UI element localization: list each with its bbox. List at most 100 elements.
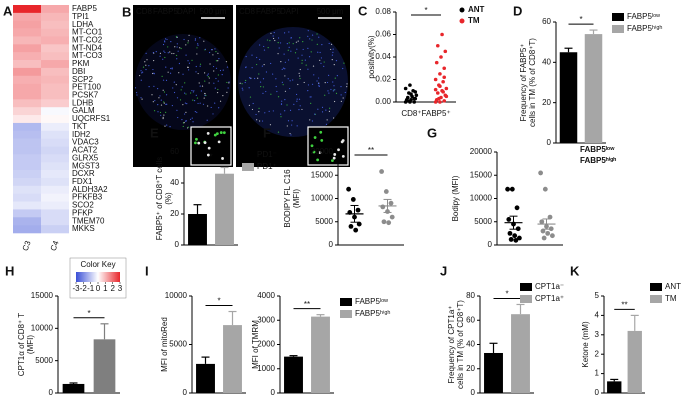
cell-dot [189, 118, 192, 120]
cell-dot [154, 100, 156, 102]
cell-dot [191, 89, 193, 92]
cell-dot [273, 31, 275, 34]
row-label: MT-ND4 [72, 43, 102, 52]
cell-dot [311, 39, 313, 41]
row-label: PKM [72, 59, 90, 68]
cell-dot [307, 90, 309, 92]
data-point [442, 99, 447, 103]
cell-dot [186, 127, 189, 129]
cell-dot [185, 120, 188, 122]
cell-dot [252, 102, 254, 105]
cell-dot [187, 126, 189, 128]
row-label: LDHA [72, 20, 94, 29]
cell-dot [260, 86, 262, 88]
heatmap-cell [41, 83, 69, 92]
cell-dot [141, 98, 143, 100]
cell-dot [207, 105, 209, 107]
cell-dot [204, 48, 206, 50]
data-point [438, 72, 442, 76]
cell-dot [153, 110, 156, 112]
cell-dot [290, 134, 292, 136]
cell-dot [167, 52, 169, 54]
panel-letter: B [122, 4, 131, 19]
y-tick-label: 20000 [470, 147, 493, 156]
cell-dot [153, 72, 155, 74]
cell-dot [276, 90, 278, 93]
cell-dot [226, 91, 228, 94]
cell-dot [227, 87, 229, 89]
heatmap-cell [41, 52, 69, 61]
y-tick-label: 4000 [257, 291, 275, 300]
cell-dot [325, 123, 328, 126]
cell-dot [292, 43, 294, 45]
cell-dot [313, 136, 317, 139]
cell-dot [251, 54, 253, 56]
cell-dot [333, 100, 336, 103]
cell-dot [182, 125, 184, 128]
data-point [540, 228, 546, 234]
cell-dot [199, 37, 201, 39]
data-point [413, 90, 418, 94]
cell-dot [211, 49, 213, 51]
row-label: GALM [72, 106, 95, 115]
cell-dot [176, 97, 179, 99]
data-point [507, 230, 513, 236]
cell-dot [204, 72, 206, 74]
heatmap-cell [13, 28, 41, 37]
cell-dot [148, 86, 150, 88]
cell-dot [264, 112, 266, 114]
cell-dot [293, 103, 295, 105]
heatmap-cell [13, 154, 41, 163]
cell-dot [262, 86, 265, 88]
cell-dot [342, 67, 344, 70]
data-point [516, 235, 522, 241]
cell-dot [199, 102, 201, 104]
heatmap-cell [13, 60, 41, 69]
cell-dot [327, 90, 329, 92]
data-point [388, 200, 394, 206]
heatmap-cell [41, 20, 69, 29]
cell-dot [141, 72, 143, 74]
row-label: FABP5 [72, 4, 97, 13]
cell-dot [289, 80, 291, 82]
cell-dot [244, 81, 246, 84]
cell-dot [308, 56, 311, 58]
cell-dot [199, 85, 201, 87]
color-key-tick-label: -3 [72, 284, 80, 293]
cell-dot [274, 39, 276, 42]
cell-dot [307, 30, 309, 32]
cell-dot [332, 48, 334, 50]
data-point [409, 97, 413, 102]
cell-dot [316, 80, 318, 82]
panel-letter: F [263, 125, 271, 140]
inset [307, 126, 349, 166]
cell-dot [215, 60, 218, 62]
legend-label: ANT [665, 282, 681, 291]
channel-label: CD8 [239, 7, 256, 16]
heatmap-cell [41, 138, 69, 147]
cell-dot [206, 153, 210, 157]
cell-dot [218, 107, 220, 109]
row-label: DBI [72, 67, 85, 76]
cell-dot [212, 65, 215, 68]
y-axis-label: cells in TM (% of CD8⁺T) [528, 38, 537, 127]
cell-dot [217, 74, 219, 76]
y-tick-label: 60 [542, 17, 551, 26]
panel-letter: D [513, 3, 522, 18]
cell-dot [297, 57, 299, 59]
data-point [509, 186, 515, 192]
cell-dot [310, 96, 312, 98]
color-key-title: Color Key [80, 260, 115, 269]
data-point [348, 224, 354, 229]
data-point [538, 170, 544, 176]
cell-dot [324, 82, 326, 84]
cell-dot [159, 111, 162, 114]
legend-swatch [520, 283, 532, 291]
cell-dot [299, 105, 301, 107]
cell-dot [272, 110, 274, 112]
heatmap-cell [41, 209, 69, 218]
cell-dot [203, 40, 205, 42]
cell-dot [333, 153, 337, 156]
y-axis-label: MFI of TMRM [251, 320, 260, 369]
cell-dot [196, 47, 198, 49]
